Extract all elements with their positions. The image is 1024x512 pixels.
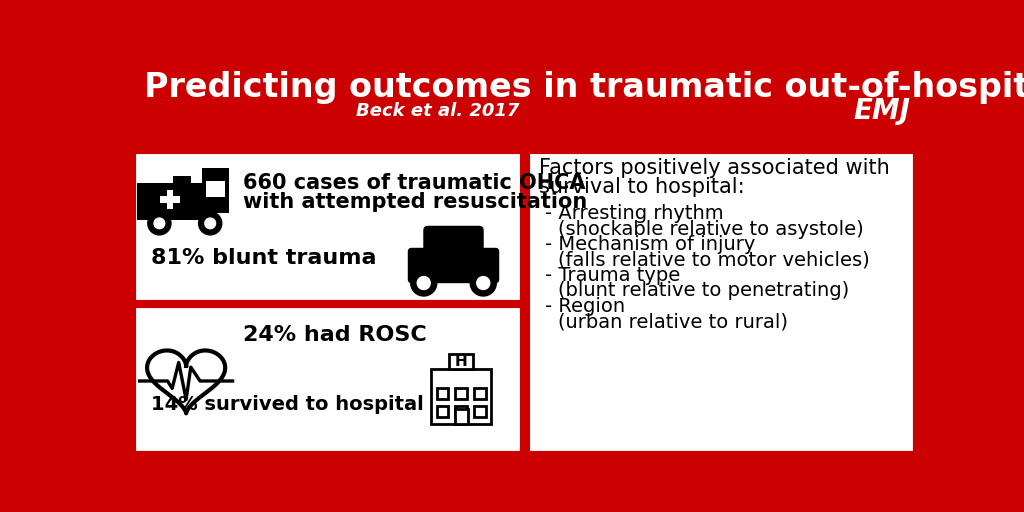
FancyBboxPatch shape [528, 152, 915, 453]
FancyBboxPatch shape [161, 197, 180, 203]
Text: EMJ: EMJ [854, 97, 910, 125]
Text: 14% survived to hospital: 14% survived to hospital [152, 395, 424, 414]
Circle shape [147, 212, 171, 235]
FancyBboxPatch shape [456, 388, 467, 399]
Text: (shockable relative to asystole): (shockable relative to asystole) [558, 220, 864, 239]
Circle shape [477, 276, 489, 289]
Text: Predicting outcomes in traumatic out-of-hospital cardiac arrest: Predicting outcomes in traumatic out-of-… [143, 71, 1024, 104]
FancyBboxPatch shape [431, 369, 492, 424]
FancyBboxPatch shape [137, 183, 204, 220]
Text: 81% blunt trauma: 81% blunt trauma [152, 248, 377, 268]
FancyBboxPatch shape [455, 409, 468, 424]
FancyBboxPatch shape [202, 168, 229, 213]
FancyBboxPatch shape [450, 354, 473, 369]
Text: (urban relative to rural): (urban relative to rural) [558, 312, 788, 331]
Text: (blunt relative to penetrating): (blunt relative to penetrating) [558, 282, 849, 301]
FancyBboxPatch shape [474, 406, 486, 417]
Text: 24% had ROSC: 24% had ROSC [243, 325, 426, 345]
Text: - Trauma type: - Trauma type [545, 266, 680, 285]
Circle shape [470, 270, 497, 296]
Circle shape [417, 276, 430, 289]
Text: H: H [455, 354, 468, 369]
Text: - Region: - Region [545, 297, 625, 316]
Text: survival to hospital:: survival to hospital: [539, 177, 744, 197]
FancyBboxPatch shape [408, 248, 500, 283]
Circle shape [199, 212, 222, 235]
Text: with attempted resuscitation: with attempted resuscitation [243, 193, 587, 212]
FancyBboxPatch shape [423, 226, 483, 261]
Text: Beck et al. 2017: Beck et al. 2017 [356, 102, 520, 120]
FancyBboxPatch shape [456, 406, 467, 417]
FancyBboxPatch shape [436, 406, 449, 417]
FancyBboxPatch shape [436, 388, 449, 399]
FancyBboxPatch shape [134, 152, 521, 302]
Text: - Arresting rhythm: - Arresting rhythm [545, 204, 724, 223]
Text: (falls relative to motor vehicles): (falls relative to motor vehicles) [558, 250, 869, 270]
Text: Factors positively associated with: Factors positively associated with [539, 158, 890, 178]
FancyBboxPatch shape [206, 181, 225, 197]
Circle shape [411, 270, 437, 296]
Text: - Mechanism of injury: - Mechanism of injury [545, 235, 756, 254]
FancyBboxPatch shape [134, 306, 521, 453]
FancyBboxPatch shape [474, 388, 486, 399]
Circle shape [154, 218, 165, 229]
FancyBboxPatch shape [173, 176, 190, 183]
Circle shape [205, 218, 215, 229]
FancyBboxPatch shape [167, 190, 173, 209]
Text: 660 cases of traumatic OHCA: 660 cases of traumatic OHCA [243, 173, 585, 193]
